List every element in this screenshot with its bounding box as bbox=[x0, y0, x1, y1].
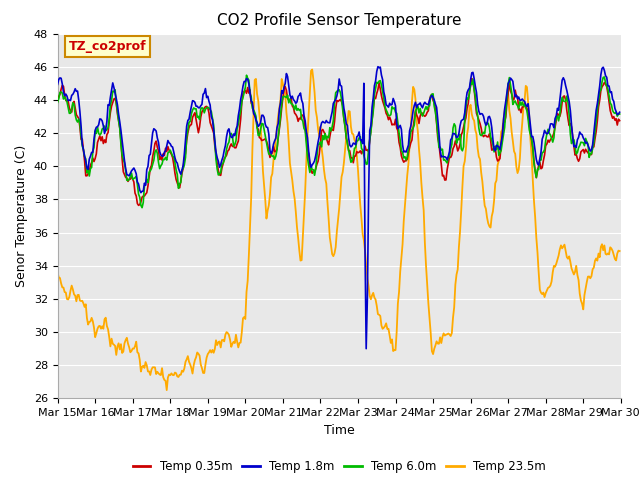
X-axis label: Time: Time bbox=[324, 424, 355, 437]
Text: TZ_co2prof: TZ_co2prof bbox=[69, 40, 147, 53]
Legend: Temp 0.35m, Temp 1.8m, Temp 6.0m, Temp 23.5m: Temp 0.35m, Temp 1.8m, Temp 6.0m, Temp 2… bbox=[128, 456, 550, 478]
Y-axis label: Senor Temperature (C): Senor Temperature (C) bbox=[15, 145, 28, 287]
Title: CO2 Profile Sensor Temperature: CO2 Profile Sensor Temperature bbox=[217, 13, 461, 28]
